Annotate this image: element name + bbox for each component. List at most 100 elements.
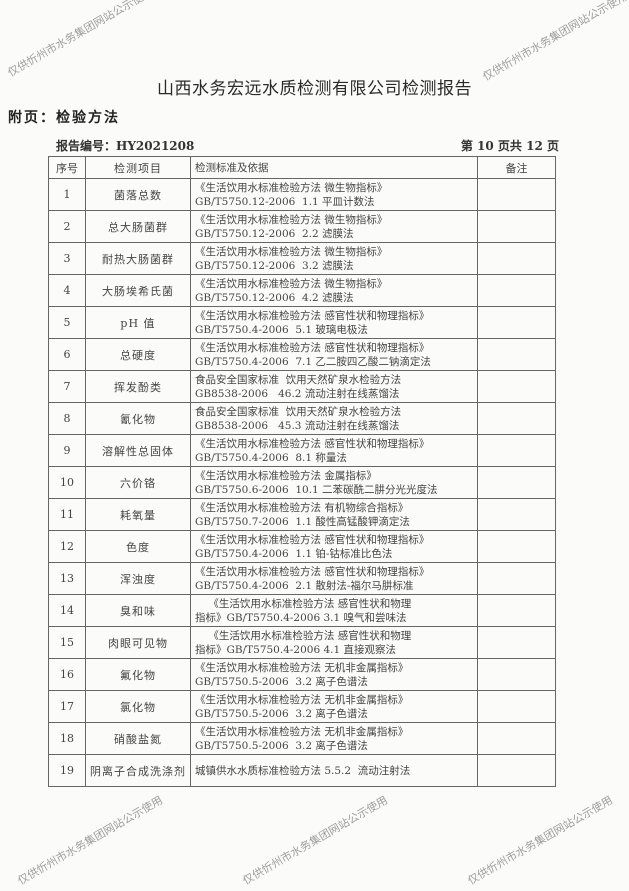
standard-line-2: 指标》GB/T5750.4-2006 3.1 嗅气和尝味法 <box>195 611 407 624</box>
header-standard: 检测标准及依据 <box>190 156 478 179</box>
row-number-text: 3 <box>63 252 71 265</box>
note <box>477 562 556 595</box>
standard-line-1: 《生活饮用水标准检验方法 微生物指标》 <box>195 277 388 290</box>
row-number: 1 <box>48 178 86 211</box>
test-item: 氯化物 <box>85 690 191 723</box>
test-item: 挥发酚类 <box>85 370 191 403</box>
row-number: 10 <box>48 466 86 499</box>
row-number-text: 6 <box>63 348 71 361</box>
note <box>477 466 556 499</box>
row-number-text: 17 <box>60 700 74 713</box>
standard-line-2: GB/T5750.12-2006 3.2 滤膜法 <box>195 259 354 272</box>
test-item: 氟化物 <box>85 658 191 691</box>
test-item: 臭和味 <box>85 594 191 627</box>
standard-line-2: GB/T5750.4-2006 7.1 乙二胺四乙酸二钠滴定法 <box>195 355 431 368</box>
row-number: 16 <box>48 658 86 691</box>
test-item: 菌落总数 <box>85 178 191 211</box>
standard-line-1: 食品安全国家标准 饮用天然矿泉水检验方法 <box>195 405 402 418</box>
test-item: 浑浊度 <box>85 562 191 595</box>
note <box>477 402 556 435</box>
test-standard: 《生活饮用水标准检验方法 感官性状和物理指标》 GB/T5750.4-2006 8… <box>190 434 478 467</box>
standard-line-2: GB/T5750.5-2006 3.2 离子色谱法 <box>195 707 368 720</box>
table-row: 5 pH 值 《生活饮用水标准检验方法 感官性状和物理指标》 GB/T5750.4-2… <box>48 306 556 339</box>
note <box>477 210 556 243</box>
row-number-text: 11 <box>60 508 74 521</box>
note <box>477 274 556 307</box>
row-number: 13 <box>48 562 86 595</box>
note <box>477 754 556 787</box>
row-number-text: 13 <box>60 572 74 585</box>
test-item-text: 总硬度 <box>120 348 156 362</box>
row-number: 4 <box>48 274 86 307</box>
note <box>477 370 556 403</box>
note <box>477 306 556 339</box>
test-standard: 食品安全国家标准 饮用天然矿泉水检验方法 GB8538-2006 45.3 流动注… <box>190 402 478 435</box>
standard-line-2: GB/T5750.6-2006 10.1 二苯碳酰二肼分光光度法 <box>195 483 438 496</box>
standard-line-1: 《生活饮用水标准检验方法 微生物指标》 <box>195 213 388 226</box>
standard-line-2: GB/T5750.5-2006 3.2 离子色谱法 <box>195 675 368 688</box>
row-number: 2 <box>48 210 86 243</box>
table-row: 4 大肠埃希氏菌 《生活饮用水标准检验方法 微生物指标》 GB/T5750.12-20… <box>48 274 556 307</box>
row-number: 6 <box>48 338 86 371</box>
table-row: 19 阴离子合成洗涤剂 城镇供水水质标准检验方法 5.5.2 流动注射法 <box>48 754 556 787</box>
test-item-text: 肉眼可见物 <box>108 636 168 650</box>
note <box>477 594 556 627</box>
row-number: 19 <box>48 754 86 787</box>
standard-line-2: GB/T5750.12-2006 1.1 平皿计数法 <box>195 195 375 208</box>
test-item-text: 耗氧量 <box>120 508 156 522</box>
standard-line-1: 《生活饮用水标准检验方法 金属指标》 <box>195 469 377 482</box>
row-number-text: 16 <box>60 668 74 681</box>
standard-line-1: 《生活饮用水标准检验方法 有机物综合指标》 <box>195 501 409 514</box>
note <box>477 498 556 531</box>
row-number-text: 10 <box>60 476 74 489</box>
table-row: 2 总大肠菌群 《生活饮用水标准检验方法 微生物指标》 GB/T5750.12-200… <box>48 210 556 243</box>
row-number: 9 <box>48 434 86 467</box>
standard-line-1: 《生活饮用水标准检验方法 无机非金属指标》 <box>195 693 409 706</box>
test-standard: 城镇供水水质标准检验方法 5.5.2 流动注射法 <box>190 754 478 787</box>
test-standard: 《生活饮用水标准检验方法 感官性状和物理指标》 GB/T5750.4-2006 5… <box>190 306 478 339</box>
note <box>477 690 556 723</box>
standard-line-2: 指标》GB/T5750.4-2006 4.1 直接观察法 <box>195 643 397 656</box>
table-row: 10 六价铬 《生活饮用水标准检验方法 金属指标》 GB/T5750.6-2006 1… <box>48 466 556 499</box>
note <box>477 658 556 691</box>
row-number: 5 <box>48 306 86 339</box>
standard-line-2: GB8538-2006 45.3 流动注射在线蒸馏法 <box>195 419 400 432</box>
test-item: 色度 <box>85 530 191 563</box>
standard-line-1: 《生活饮用水标准检验方法 感官性状和物理 <box>195 597 412 610</box>
row-number-text: 5 <box>63 316 71 329</box>
table-row: 9 溶解性总固体 《生活饮用水标准检验方法 感官性状和物理指标》 GB/T5750.4… <box>48 434 556 467</box>
test-item-text: 大肠埃希氏菌 <box>102 284 174 298</box>
row-number: 18 <box>48 722 86 755</box>
note <box>477 242 556 275</box>
watermark-text: 仅供忻州市水务集团网站公示使用 <box>15 793 165 888</box>
appendix-heading: 附页：检验方法 <box>8 110 120 126</box>
test-standard: 《生活饮用水标准检验方法 金属指标》 GB/T5750.6-2006 10.1 二… <box>190 466 478 499</box>
test-item-text: 色度 <box>126 540 150 554</box>
standard-line-2: GB/T5750.4-2006 8.1 称量法 <box>195 451 347 464</box>
table-row: 12 色度 《生活饮用水标准检验方法 感官性状和物理指标》 GB/T5750.4-20… <box>48 530 556 563</box>
watermark-text: 仅供忻州市水务集团网站公示使用 <box>465 793 615 888</box>
standard-line-1: 《生活饮用水标准检验方法 无机非金属指标》 <box>195 661 409 674</box>
note <box>477 178 556 211</box>
header-no: 序号 <box>48 156 86 179</box>
standard-line-2: GB/T5750.4-2006 1.1 铂-钴标准比色法 <box>195 547 393 560</box>
standard-line-1: 食品安全国家标准 饮用天然矿泉水检验方法 <box>195 373 402 386</box>
row-number-text: 18 <box>60 732 74 745</box>
test-item: 总大肠菌群 <box>85 210 191 243</box>
table-row: 6 总硬度 《生活饮用水标准检验方法 感官性状和物理指标》 GB/T5750.4-20… <box>48 338 556 371</box>
note <box>477 434 556 467</box>
test-standard: 《生活饮用水标准检验方法 感官性状和物理 指标》GB/T5750.4-2006 4… <box>190 626 478 659</box>
table-row: 15 肉眼可见物 《生活饮用水标准检验方法 感官性状和物理 指标》GB/T5750.… <box>48 626 556 659</box>
standard-line-1: 《生活饮用水标准检验方法 微生物指标》 <box>195 181 388 194</box>
test-item-text: 六价铬 <box>120 476 156 490</box>
test-item-text: 氟化物 <box>120 668 156 682</box>
test-standard: 《生活饮用水标准检验方法 无机非金属指标》 GB/T5750.5-2006 3.2… <box>190 722 478 755</box>
standard-line-1: 《生活饮用水标准检验方法 微生物指标》 <box>195 245 388 258</box>
standard-line-1: 《生活饮用水标准检验方法 感官性状和物理指标》 <box>195 437 430 450</box>
row-number: 15 <box>48 626 86 659</box>
test-standard: 《生活饮用水标准检验方法 无机非金属指标》 GB/T5750.5-2006 3.2… <box>190 690 478 723</box>
test-standard: 《生活饮用水标准检验方法 有机物综合指标》 GB/T5750.7-2006 1.1… <box>190 498 478 531</box>
table-row: 7 挥发酚类 食品安全国家标准 饮用天然矿泉水检验方法 GB8538-2006 46.… <box>48 370 556 403</box>
row-number: 17 <box>48 690 86 723</box>
test-item: 耐热大肠菌群 <box>85 242 191 275</box>
